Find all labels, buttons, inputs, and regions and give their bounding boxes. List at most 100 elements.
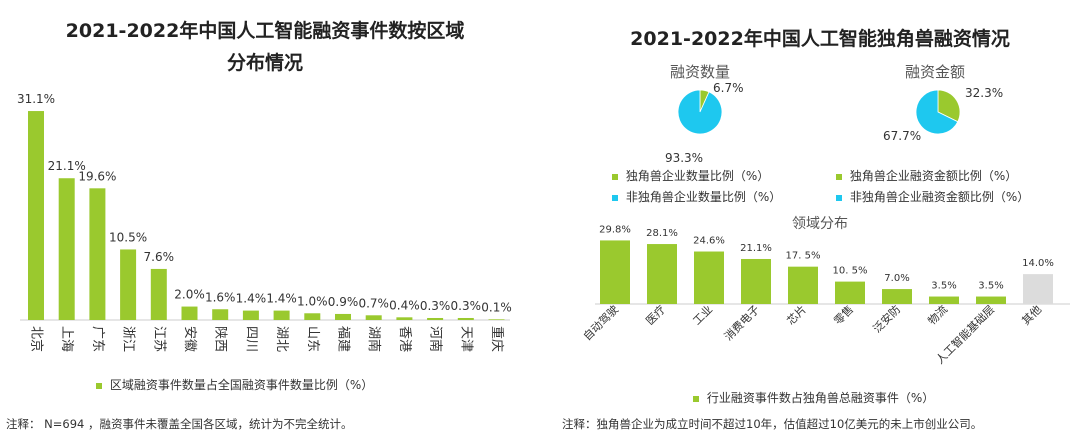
left-category-label: 山东 xyxy=(305,326,320,352)
left-bar-天津 xyxy=(457,317,474,320)
pie-amount-slice xyxy=(937,89,961,123)
left-bar-陕西 xyxy=(212,309,229,320)
right-category-label: 其他 xyxy=(1019,303,1044,328)
left-legend-label: 区域融资事件数量占全国融资事件数量比例（%） xyxy=(109,378,374,392)
right-category-label: 零售 xyxy=(831,302,856,327)
pie1-title: 融资数量 xyxy=(669,63,730,81)
pie-charts: 6.7% 93.3% 32.3% 67.7% xyxy=(665,81,1003,165)
right-category-label: 工业 xyxy=(690,303,715,328)
pie-legend-3-label: 独角兽企业融资金额比例（%） xyxy=(849,169,1018,183)
left-bar-value-label: 10.5% xyxy=(109,230,147,244)
right-bar-legend: 行业融资事件数占独角兽总融资事件（%） xyxy=(693,389,934,406)
pie-legend-4-swatch xyxy=(836,194,842,201)
left-bar-value-label: 1.4% xyxy=(266,292,297,306)
left-chart-title-line1: 2021-2022年中国人工智能融资事件数按区域 xyxy=(65,20,465,42)
pie-legend-4-label: 非独角兽企业融资金额比例（%） xyxy=(849,190,1030,204)
left-bar-河南 xyxy=(427,317,444,320)
left-category-label: 上海 xyxy=(59,326,74,352)
right-bar-泛安防 xyxy=(882,289,912,304)
left-bar-value-label: 0.4% xyxy=(389,298,420,312)
right-bar-医疗 xyxy=(647,244,677,304)
left-legend-swatch xyxy=(96,382,102,389)
right-category-label: 消费电子 xyxy=(721,302,762,343)
right-bar-value-label: 3.5% xyxy=(978,281,1003,292)
left-bar-value-label: 21.1% xyxy=(48,159,86,173)
pie-quantity-slice xyxy=(677,89,723,135)
right-bar-工业 xyxy=(694,251,724,304)
left-bar-上海 xyxy=(58,178,75,320)
right-bar-chart: 29.8% 自动驾驶 28.1% 医疗 24.6% 工业 21.1% 消费电子 17. 5% 芯片… xyxy=(580,224,1070,367)
right-bar-legend-label: 行业融资事件数占独角兽总融资事件（%） xyxy=(706,391,935,405)
left-legend: 区域融资事件数量占全国融资事件数量比例（%） xyxy=(96,376,373,393)
bar-section-title: 领域分布 xyxy=(792,216,848,232)
left-note: 注释： N=694 ，融资事件未覆盖全国各区域，统计为不完全统计。 xyxy=(6,417,353,431)
left-category-label: 广东 xyxy=(90,326,105,352)
left-category-label: 湖南 xyxy=(366,326,382,352)
left-bar-value-label: 2.0% xyxy=(174,288,205,302)
pie-legend-1-swatch xyxy=(612,173,618,180)
right-category-label: 自动驾驶 xyxy=(580,302,621,343)
left-bar-四川 xyxy=(242,310,259,320)
left-bar-chart: 31.1% 北京 21.1% 上海 19.6% 广东 10.5% 浙江 7.6% 江苏 2.0% 安徽… xyxy=(17,92,512,352)
left-chart-title-line2: 分布情况 xyxy=(226,52,303,74)
right-bar-value-label: 24.6% xyxy=(693,236,725,247)
right-bar-其他 xyxy=(1023,274,1053,304)
pie-legend-4: 非独角兽企业融资金额比例（%） xyxy=(836,188,1029,205)
right-bar-value-label: 14.0% xyxy=(1022,258,1054,269)
pie2-title: 融资金额 xyxy=(904,63,965,81)
left-category-label: 安徽 xyxy=(182,326,197,352)
left-category-label: 陕西 xyxy=(213,326,228,352)
left-bar-value-label: 1.4% xyxy=(236,292,267,306)
left-category-label: 北京 xyxy=(29,326,44,352)
left-bar-value-label: 0.3% xyxy=(451,299,482,313)
left-bar-广东 xyxy=(89,188,106,320)
left-bar-value-label: 0.7% xyxy=(358,296,389,310)
left-bar-重庆 xyxy=(488,319,505,320)
right-bar-物流 xyxy=(929,296,959,304)
right-bar-value-label: 7.0% xyxy=(884,273,909,284)
pie-legend-2-label: 非独角兽企业数量比例（%） xyxy=(625,190,782,204)
right-bar-芯片 xyxy=(788,266,818,304)
left-category-label: 天津 xyxy=(458,326,473,352)
right-bar-消费电子 xyxy=(741,258,771,304)
left-bar-北京 xyxy=(28,111,44,320)
left-bar-湖北 xyxy=(273,310,290,320)
pie-amount-slice xyxy=(915,89,959,135)
left-bar-value-label: 0.3% xyxy=(420,299,451,313)
pie-amount-slice-label: 32.3% xyxy=(965,86,1003,100)
left-bar-浙江 xyxy=(120,249,137,320)
right-bar-value-label: 17. 5% xyxy=(786,251,821,262)
left-category-label: 湖北 xyxy=(274,326,289,352)
right-bar-value-label: 21.1% xyxy=(740,243,772,254)
pie-quantity-slice-label: 93.3% xyxy=(665,151,703,165)
right-bar-legend-swatch xyxy=(693,395,699,402)
pie-legend-1-label: 独角兽企业数量比例（%） xyxy=(625,169,770,183)
right-category-label: 医疗 xyxy=(643,302,668,327)
left-bar-value-label: 0.9% xyxy=(328,295,359,309)
left-bar-value-label: 7.6% xyxy=(144,250,175,264)
right-note: 注释：独角兽企业为成立时间不超过10年，估值超过10亿美元的未上市创业公司。 xyxy=(562,417,983,431)
pie-legend-3: 独角兽企业融资金额比例（%） xyxy=(836,167,1017,184)
pie-legend-2-swatch xyxy=(612,194,618,201)
right-bar-value-label: 10. 5% xyxy=(833,266,868,277)
left-category-label: 四川 xyxy=(243,326,258,352)
pie-legend-2: 非独角兽企业数量比例（%） xyxy=(612,188,781,205)
left-category-label: 浙江 xyxy=(121,326,136,352)
pie-amount-slice-label: 67.7% xyxy=(883,129,921,143)
left-bar-福建 xyxy=(335,313,351,320)
left-bar-value-label: 1.6% xyxy=(205,290,236,304)
left-bar-value-label: 19.6% xyxy=(78,169,116,183)
right-category-label: 物流 xyxy=(925,302,950,327)
left-bar-安徽 xyxy=(181,306,198,320)
right-bar-自动驾驶 xyxy=(600,240,630,304)
left-category-label: 江苏 xyxy=(151,326,167,352)
left-bar-value-label: 0.1% xyxy=(481,300,512,314)
right-bar-人工智能基础层 xyxy=(976,296,1006,304)
left-bar-value-label: 31.1% xyxy=(17,92,55,106)
pie-legend-3-swatch xyxy=(836,173,842,180)
right-bar-value-label: 28.1% xyxy=(646,228,678,239)
left-bar-湖南 xyxy=(365,315,382,320)
left-bar-value-label: 1.0% xyxy=(297,294,328,308)
left-bar-香港 xyxy=(396,317,413,320)
right-chart-title: 2021-2022年中国人工智能独角兽融资情况 xyxy=(630,28,1010,50)
